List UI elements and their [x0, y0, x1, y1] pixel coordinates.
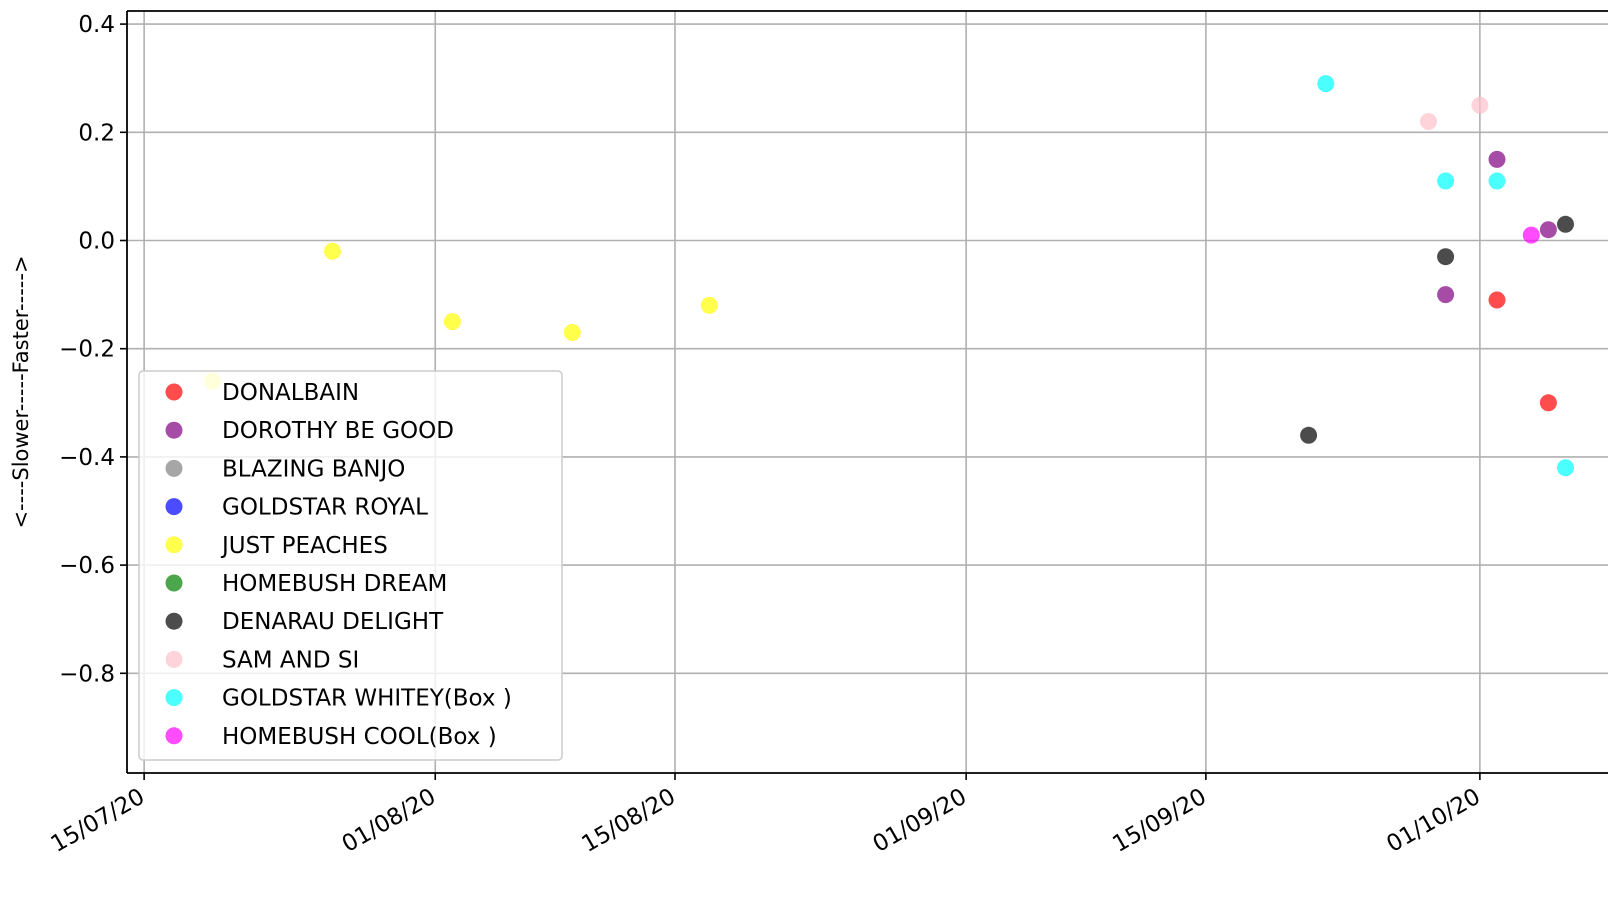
- data-point: [1317, 75, 1334, 92]
- data-point: [1489, 151, 1506, 168]
- y-tick-label: −0.4: [59, 445, 115, 471]
- legend-label: DONALBAIN: [222, 380, 359, 406]
- series-9: [1523, 227, 1608, 455]
- y-tick-label: 0.2: [78, 120, 115, 146]
- legend-label: DENARAU DELIGHT: [222, 609, 444, 635]
- data-point: [1557, 459, 1574, 476]
- x-tick-label: 15/07/20: [47, 784, 149, 858]
- y-tick-label: −0.2: [59, 337, 115, 363]
- data-point: [1489, 292, 1506, 309]
- legend-label: JUST PEACHES: [220, 533, 388, 559]
- legend-label: HOMEBUSH DREAM: [222, 571, 447, 597]
- legend-marker: [166, 498, 183, 515]
- legend-label: GOLDSTAR WHITEY(Box ): [222, 686, 512, 712]
- data-point: [1471, 97, 1488, 114]
- legend-label: SAM AND SI: [222, 647, 359, 673]
- x-tick-label: 01/10/20: [1382, 784, 1484, 858]
- legend-label: HOMEBUSH COOL(Box ): [222, 724, 497, 750]
- data-point: [324, 243, 341, 260]
- y-tick-label: 0.0: [78, 229, 115, 255]
- legend-label: DOROTHY BE GOOD: [222, 418, 454, 444]
- y-tick-label: −0.8: [59, 661, 115, 687]
- legend-marker: [166, 727, 183, 744]
- data-point: [1437, 248, 1454, 265]
- data-point: [1489, 173, 1506, 190]
- series-8: [1317, 75, 1608, 476]
- y-axis-label: <----Slower-----Faster----->: [9, 255, 33, 528]
- data-point: [1523, 227, 1540, 244]
- legend-marker: [166, 651, 183, 668]
- y-tick-label: −0.6: [59, 553, 115, 579]
- x-tick-label: 15/08/20: [578, 784, 680, 858]
- x-tick-label: 01/09/20: [869, 784, 971, 858]
- legend-label: BLAZING BANJO: [222, 456, 405, 482]
- data-point: [1540, 221, 1557, 238]
- data-point: [444, 313, 461, 330]
- x-tick-label: 15/09/20: [1108, 784, 1210, 858]
- legend: DONALBAIN DOROTHY BE GOOD BLAZING BANJO GOL…: [139, 371, 562, 760]
- series-4: [204, 243, 1608, 390]
- legend-marker: [166, 384, 183, 401]
- series-0: [1489, 243, 1608, 439]
- x-tick-label: 01/08/20: [338, 784, 440, 858]
- data-point: [1420, 113, 1437, 130]
- legend-marker: [166, 460, 183, 477]
- legend-marker: [166, 575, 183, 592]
- data-point: [1437, 286, 1454, 303]
- data-point: [701, 297, 718, 314]
- data-point: [1300, 427, 1317, 444]
- data-point: [564, 324, 581, 341]
- data-point: [1437, 173, 1454, 190]
- series-7: [1420, 97, 1608, 547]
- data-point: [1557, 216, 1574, 233]
- data-point: [1540, 394, 1557, 411]
- legend-marker: [166, 689, 183, 706]
- legend-marker: [166, 613, 183, 630]
- legend-marker: [166, 536, 183, 553]
- legend-label: GOLDSTAR ROYAL: [222, 495, 428, 521]
- legend-marker: [166, 422, 183, 439]
- series-1: [1437, 135, 1608, 531]
- y-tick-label: 0.4: [78, 12, 115, 38]
